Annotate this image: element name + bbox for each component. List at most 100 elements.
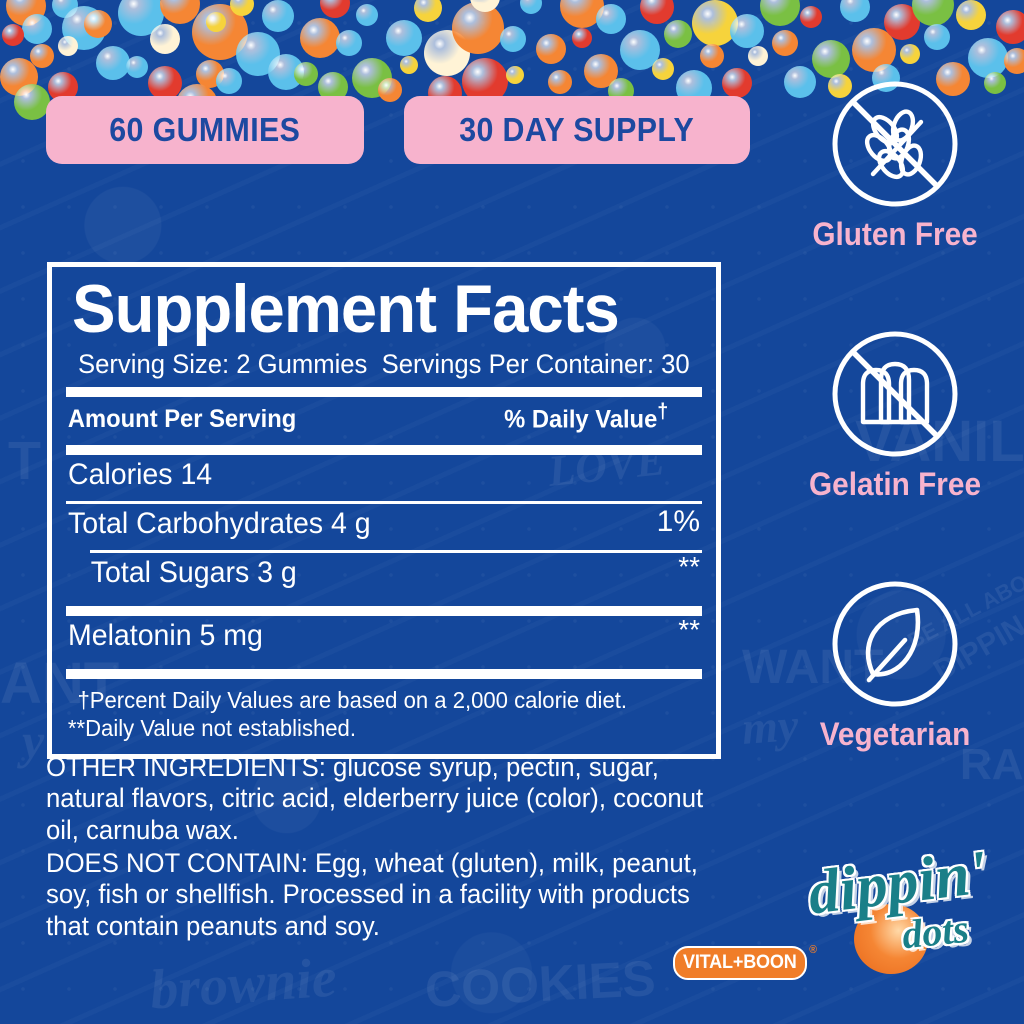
confetti-dot	[336, 30, 362, 56]
confetti-dot	[414, 0, 442, 22]
confetti-dot	[800, 6, 822, 28]
confetti-dot	[150, 24, 180, 54]
other-ingredients-paragraph: OTHER INGREDIENTS: glucose syrup, pectin…	[46, 752, 725, 846]
footnote-not-established: **Daily Value not established.	[67, 715, 356, 742]
confetti-dot	[148, 66, 182, 100]
nutrient-name: Calories 14	[68, 458, 213, 492]
nutrient-name: Melatonin 5 mg	[68, 619, 263, 653]
pill-gummy-count-label: 60 GUMMIES	[109, 111, 301, 148]
badge-gelatin-free-label: Gelatin Free	[808, 466, 981, 502]
confetti-dot	[1004, 48, 1024, 74]
confetti-dot	[812, 40, 850, 78]
confetti-dot	[772, 30, 798, 56]
nutrient-row-divider	[66, 606, 702, 617]
badge-gluten-free-label: Gluten Free	[812, 216, 978, 252]
gluten-free-icon	[829, 78, 961, 210]
confetti-dot	[520, 0, 542, 14]
confetti-dot	[700, 44, 724, 68]
confetti-dot	[96, 46, 130, 80]
gelatin-free-icon	[829, 328, 961, 460]
badge-vegetarian: Vegetarian	[786, 578, 1004, 753]
confetti-dot	[956, 0, 986, 30]
nutrient-row: Calories 14	[66, 455, 702, 501]
confetti-dot	[984, 72, 1006, 94]
confetti-dot	[784, 66, 816, 98]
nutrient-row: Melatonin 5 mg **	[66, 616, 702, 662]
confetti-dot	[206, 12, 226, 32]
confetti-dot	[30, 44, 54, 68]
confetti-dot	[400, 56, 418, 74]
registered-trademark-icon: ®	[809, 944, 817, 956]
rule-below-header	[66, 445, 702, 456]
confetti-dot	[828, 74, 852, 98]
confetti-dot	[652, 58, 674, 80]
confetti-dot	[378, 78, 402, 102]
nutrient-daily-value: 1%	[656, 505, 700, 539]
nutrient-row-divider	[90, 550, 702, 554]
confetti-dot	[300, 18, 340, 58]
confetti-dot	[936, 62, 970, 96]
pill-gummy-count: 60 GUMMIES	[46, 96, 364, 164]
nutrient-row: Total Sugars 3 g **	[66, 553, 702, 599]
confetti-dot	[572, 28, 592, 48]
confetti-dot	[386, 20, 422, 56]
daily-value-header: % Daily Value†	[504, 400, 668, 434]
nutrient-name: Total Sugars 3 g	[90, 556, 297, 590]
dippin-dots-logo-word2: dots	[899, 905, 971, 958]
nutrient-name: Total Carbohydrates 4 g	[68, 507, 371, 541]
pill-day-supply-label: 30 DAY SUPPLY	[459, 111, 695, 148]
confetti-dot	[692, 0, 738, 46]
does-not-contain-label: DOES NOT CONTAIN:	[46, 848, 308, 878]
does-not-contain-text: Egg, wheat (gluten), milk, peanut, soy, …	[46, 848, 698, 941]
nutrient-daily-value: **	[678, 614, 700, 646]
serving-size: Serving Size: 2 Gummies	[78, 349, 368, 379]
confetti-dot	[262, 0, 294, 32]
confetti-dot	[900, 44, 920, 64]
confetti-dot	[22, 14, 52, 44]
badge-gluten-free: Gluten Free	[786, 78, 1004, 253]
confetti-dot	[968, 38, 1008, 78]
confetti-dot	[84, 10, 112, 38]
amount-per-serving-header: Amount Per Serving	[67, 405, 297, 434]
vital-boon-logo: VITAL+BOON ®	[673, 944, 817, 980]
pill-day-supply: 30 DAY SUPPLY	[404, 96, 750, 164]
confetti-dot	[996, 10, 1024, 44]
confetti-dot	[126, 56, 148, 78]
confetti-dot	[760, 0, 800, 26]
dippin-dots-logo: dippin' dots	[804, 838, 1002, 974]
nutrient-table-header: Amount Per Serving % Daily Value†	[66, 397, 670, 438]
confetti-dot	[640, 0, 674, 24]
confetti-dot	[230, 0, 254, 16]
confetti-dot	[58, 36, 78, 56]
supplement-facts-panel: Supplement Facts Serving Size: 2 Gummies…	[47, 262, 721, 760]
dagger-icon: †	[657, 400, 669, 423]
nutrient-row: Total Carbohydrates 4 g 1%	[66, 504, 702, 550]
servings-per-container: Servings Per Container: 30	[381, 349, 690, 379]
rule-above-header	[66, 387, 702, 397]
footnote-daily-values: †Percent Daily Values are based on a 2,0…	[77, 687, 627, 714]
confetti-dot	[506, 66, 524, 84]
dippin-dots-orange-dot	[854, 904, 928, 974]
confetti-dot	[924, 24, 950, 50]
confetti-dot	[356, 4, 378, 26]
confetti-dot	[730, 14, 764, 48]
confetti-dots-band	[0, 0, 1024, 126]
serving-info: Serving Size: 2 Gummies Servings Per Con…	[78, 349, 690, 380]
confetti-dot	[2, 24, 24, 46]
confetti-dot	[748, 46, 768, 66]
badge-gelatin-free: Gelatin Free	[786, 328, 1004, 503]
confetti-dot	[500, 26, 526, 52]
confetti-dot	[536, 34, 566, 64]
other-ingredients-label: OTHER INGREDIENTS:	[46, 752, 326, 782]
confetti-dot	[548, 70, 572, 94]
allergen-paragraph: DOES NOT CONTAIN: Egg, wheat (gluten), m…	[46, 848, 725, 942]
confetti-dot	[470, 0, 500, 12]
daily-value-header-text: % Daily Value	[504, 405, 658, 434]
other-ingredients-text: glucose syrup, pectin, sugar, natural fl…	[46, 752, 704, 845]
nutrient-rows: Calories 14 Total Carbohydrates 4 g 1% Tota…	[66, 455, 702, 662]
confetti-dot	[216, 68, 242, 94]
rule-above-footnotes	[66, 669, 702, 680]
